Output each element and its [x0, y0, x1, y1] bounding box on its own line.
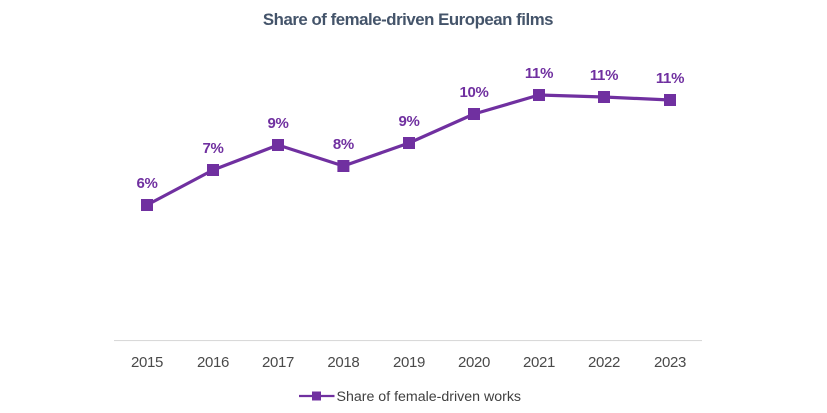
svg-text:7%: 7% [202, 140, 223, 157]
svg-text:11%: 11% [590, 67, 618, 84]
svg-text:10%: 10% [459, 84, 488, 101]
svg-text:2016: 2016 [197, 354, 229, 371]
svg-text:2018: 2018 [327, 354, 359, 371]
svg-text:2021: 2021 [523, 354, 555, 371]
svg-text:Share of female-driven works: Share of female-driven works [337, 389, 522, 405]
svg-text:2015: 2015 [131, 354, 163, 371]
svg-text:11%: 11% [656, 70, 684, 87]
svg-text:8%: 8% [333, 136, 354, 153]
svg-text:9%: 9% [398, 113, 419, 130]
svg-text:2020: 2020 [458, 354, 490, 371]
svg-text:2023: 2023 [654, 354, 686, 371]
svg-text:11%: 11% [525, 65, 553, 82]
svg-text:2022: 2022 [588, 354, 620, 371]
svg-text:9%: 9% [267, 115, 288, 132]
svg-text:2017: 2017 [262, 354, 294, 371]
svg-text:Share of female-driven Europea: Share of female-driven European films [263, 10, 553, 29]
svg-text:6%: 6% [136, 175, 157, 192]
svg-text:2019: 2019 [393, 354, 425, 371]
